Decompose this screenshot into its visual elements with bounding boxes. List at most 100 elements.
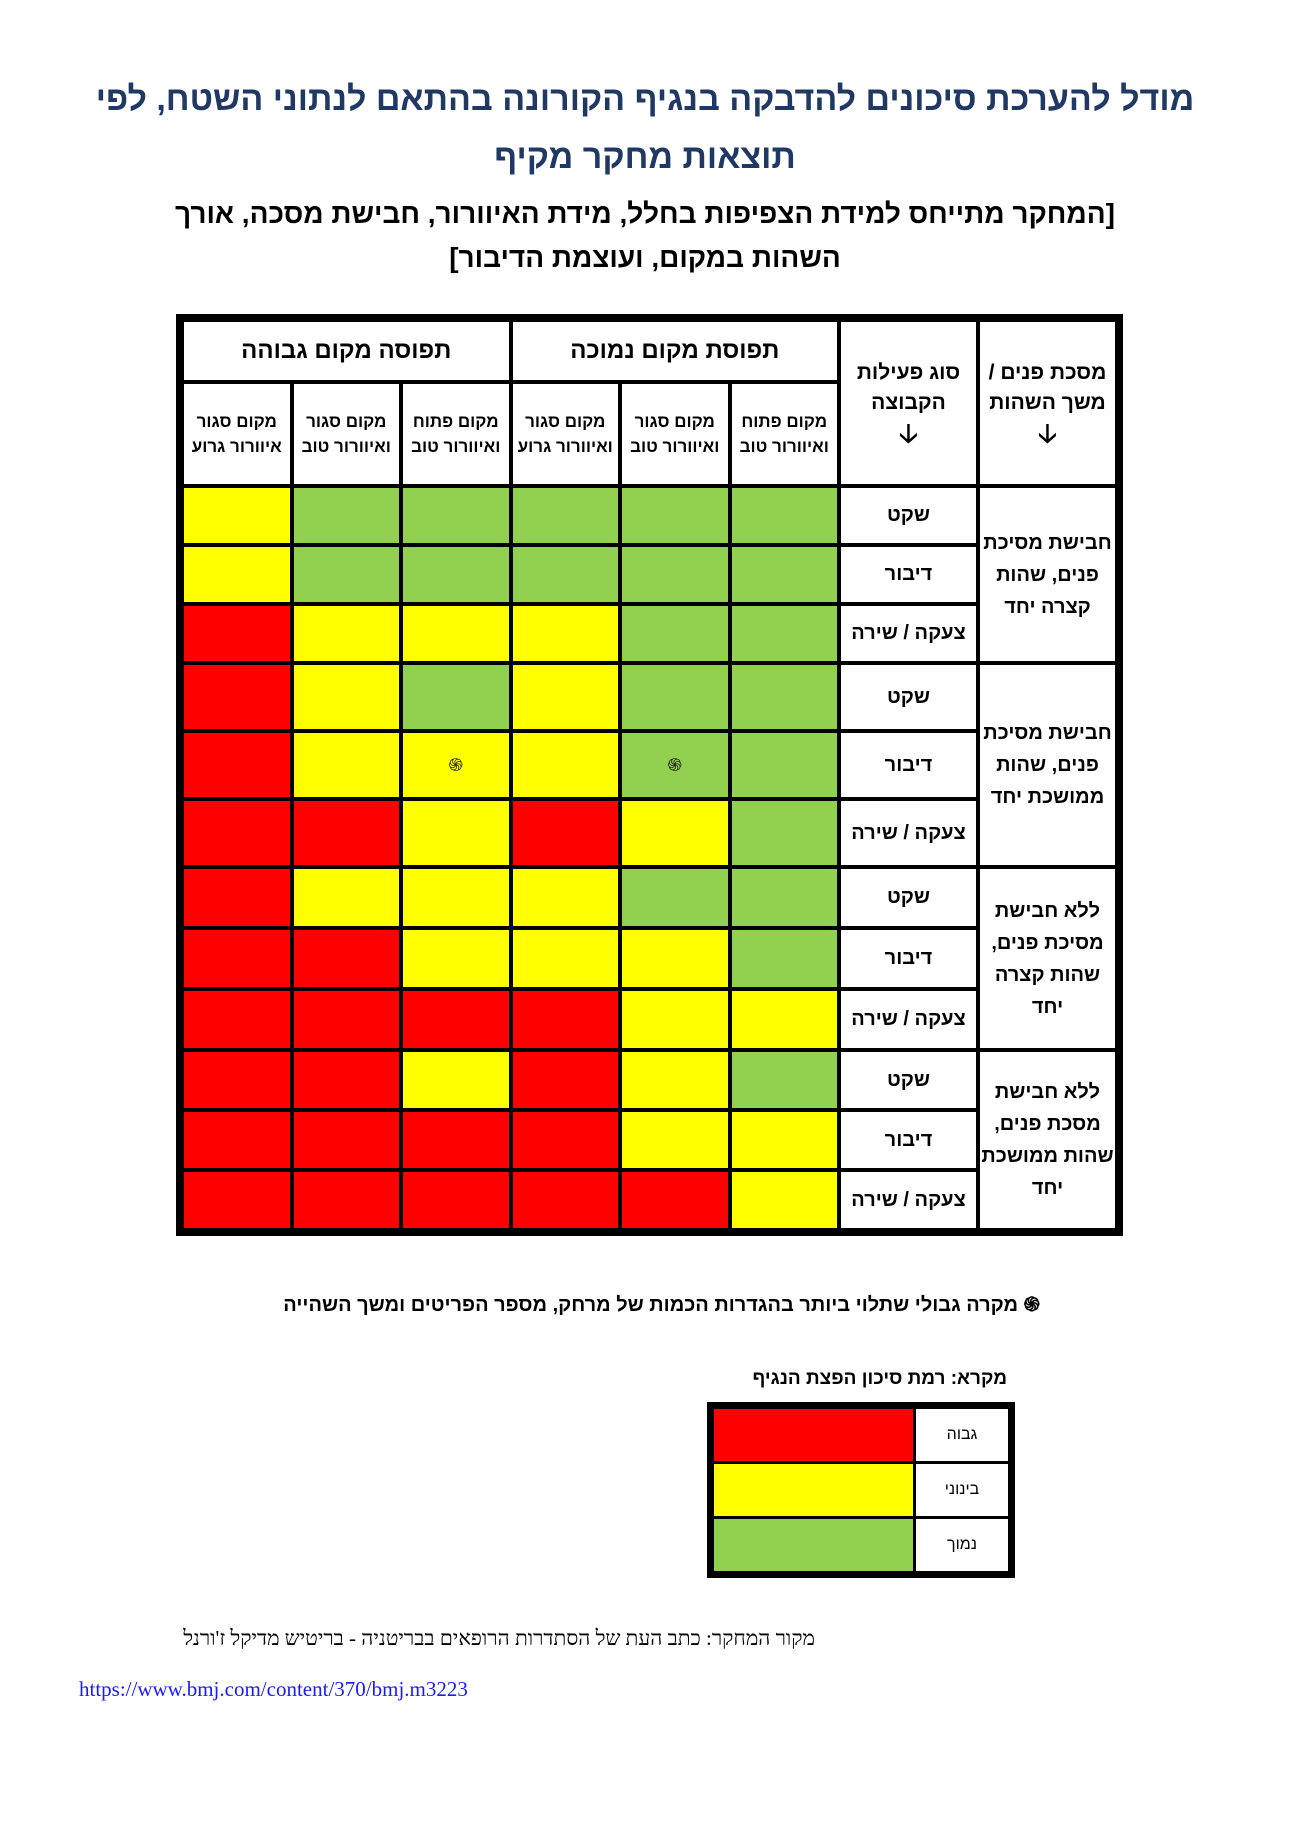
header-high-open-good: מקום פתוח ואיוורור טוב — [403, 384, 509, 484]
group-label: ללא חבישת מסיכת פנים, שהות קצרה יחד — [980, 869, 1115, 1048]
risk-cell-low — [731, 733, 837, 797]
risk-cell-high — [184, 869, 290, 926]
arrow-down-icon: 🡣 — [1038, 418, 1057, 448]
risk-cell-low — [403, 547, 509, 602]
header-low-closed-good: מקום סגור ואיוורור טוב — [622, 384, 728, 484]
risk-cell-medium — [184, 547, 290, 602]
swirl-icon: ֍ — [448, 755, 464, 775]
footnote: ֍ מקרה גבולי שתלוי ביותר בהגדרות הכמות ש… — [283, 1290, 1040, 1317]
risk-cell-medium — [403, 930, 509, 987]
matrix-row: צעקה / שירה — [184, 801, 1115, 865]
risk-cell-low — [731, 930, 837, 987]
activity-label: דיבור — [841, 1112, 976, 1168]
header-low-open-good: מקום פתוח ואיוורור טוב — [731, 384, 837, 484]
risk-cell-high — [293, 1112, 399, 1168]
risk-cell-high — [403, 1172, 509, 1228]
matrix-row: חבישת מסיכת פנים, שהות ממושכת יחד שקט — [184, 665, 1115, 865]
risk-cell-medium — [622, 1052, 728, 1108]
risk-cell-low — [622, 665, 728, 729]
matrix-row: דיבור — [184, 1112, 1115, 1168]
source-text: מקור המחקר: כתב העת של הסתדרות הרופאים ב… — [183, 1626, 815, 1650]
matrix-row: ללא חבישת מסיכת פנים, שהות קצרה יחד שקט — [184, 869, 1115, 1048]
group-label: ללא חבישת מסכת פנים, שהות ממושכת יחד — [980, 1052, 1115, 1228]
risk-cell-medium — [293, 665, 399, 729]
header-low-occupancy: תפוסת מקום נמוכה — [512, 322, 837, 380]
risk-cell-high — [184, 665, 290, 729]
activity-label: צעקה / שירה — [841, 1172, 976, 1228]
risk-cell-high — [184, 991, 290, 1048]
risk-cell-low — [731, 547, 837, 602]
subtitle-line-1: [המחקר מתייחס למידת הצפיפות בחלל, מידת ה… — [175, 198, 1115, 229]
risk-cell-low — [622, 869, 728, 926]
legend-label-low: נמוך — [916, 1519, 1008, 1571]
matrix-row: דיבור — [184, 930, 1115, 987]
risk-cell-high — [293, 930, 399, 987]
risk-cell-medium — [622, 1112, 728, 1168]
activity-label: צעקה / שירה — [841, 606, 976, 661]
footnote-text: מקרה גבולי שתלוי ביותר בהגדרות הכמות של … — [283, 1294, 1019, 1316]
source-link[interactable]: https://www.bmj.com/content/370/bmj.m322… — [79, 1677, 468, 1701]
matrix-row: ללא חבישת מסכת פנים, שהות ממושכת יחד שקט — [184, 1052, 1115, 1228]
legend-table: גבוה בינוני נמוך — [707, 1402, 1015, 1578]
risk-cell-high — [512, 1172, 618, 1228]
risk-cell-medium — [512, 733, 618, 797]
risk-cell-medium — [622, 991, 728, 1048]
header-high-occupancy: תפוסה מקום גבוהה — [184, 322, 509, 380]
risk-cell-low — [512, 488, 618, 543]
legend-swatch-medium — [714, 1464, 913, 1516]
activity-label: שקט — [841, 1052, 976, 1108]
risk-cell-low — [731, 488, 837, 543]
matrix-row: חבישת מסיכת פנים, שהות קצרה יחד שקט — [184, 488, 1115, 661]
risk-cell-high — [184, 733, 290, 797]
header-mask-duration: מסכת פנים / משך השהות 🡣 — [980, 322, 1115, 484]
risk-cell-low — [403, 488, 509, 543]
risk-cell-high — [293, 801, 399, 865]
risk-cell-medium: ֍ — [403, 733, 509, 797]
risk-cell-medium — [512, 869, 618, 926]
risk-matrix-table: מסכת פנים / משך השהות 🡣 סוג פעילות הקבוצ… — [176, 314, 1123, 1236]
matrix-row: דיבור ֍ ֍ — [184, 733, 1115, 797]
header-high-closed-poor: מקום סגור איוורור גרוע — [184, 384, 290, 484]
risk-cell-high — [293, 1052, 399, 1108]
risk-cell-high — [184, 930, 290, 987]
header-activity-label: סוג פעילות הקבוצה — [856, 361, 961, 414]
risk-cell-medium — [512, 665, 618, 729]
risk-cell-high — [512, 1112, 618, 1168]
risk-cell-high — [184, 1112, 290, 1168]
matrix-row: דיבור — [184, 547, 1115, 602]
header-high-closed-good: מקום סגור ואיוורור טוב — [293, 384, 399, 484]
legend-swatch-high — [714, 1409, 913, 1461]
risk-cell-medium — [731, 991, 837, 1048]
group-label: חבישת מסיכת פנים, שהות קצרה יחד — [980, 488, 1115, 661]
legend-title: מקרא: רמת סיכון הפצת הנגיף — [752, 1368, 1007, 1389]
risk-cell-medium — [293, 869, 399, 926]
risk-cell-medium — [622, 801, 728, 865]
risk-cell-high — [622, 1172, 728, 1228]
risk-cell-low — [403, 665, 509, 729]
risk-cell-low: ֍ — [622, 733, 728, 797]
activity-label: צעקה / שירה — [841, 801, 976, 865]
activity-label: צעקה / שירה — [841, 991, 976, 1048]
legend-label-high: גבוה — [916, 1409, 1008, 1461]
risk-cell-medium — [731, 1112, 837, 1168]
risk-cell-high — [512, 801, 618, 865]
activity-label: שקט — [841, 488, 976, 543]
risk-cell-medium — [622, 930, 728, 987]
risk-cell-high — [512, 991, 618, 1048]
risk-cell-medium — [403, 1052, 509, 1108]
risk-cell-medium — [512, 606, 618, 661]
risk-cell-medium — [403, 606, 509, 661]
matrix-row: צעקה / שירה — [184, 606, 1115, 661]
risk-cell-high — [184, 606, 290, 661]
risk-cell-high — [184, 1052, 290, 1108]
matrix-row: צעקה / שירה — [184, 991, 1115, 1048]
risk-cell-low — [622, 547, 728, 602]
risk-cell-high — [403, 991, 509, 1048]
header-low-closed-poor: מקום סגור ואיוורור גרוע — [512, 384, 618, 484]
risk-cell-low — [622, 606, 728, 661]
risk-cell-medium — [731, 1172, 837, 1228]
risk-cell-high — [184, 801, 290, 865]
legend-label-medium: בינוני — [916, 1464, 1008, 1516]
page-title-line-2: תוצאות מחקר מקיף — [494, 138, 796, 176]
risk-cell-high — [293, 1172, 399, 1228]
